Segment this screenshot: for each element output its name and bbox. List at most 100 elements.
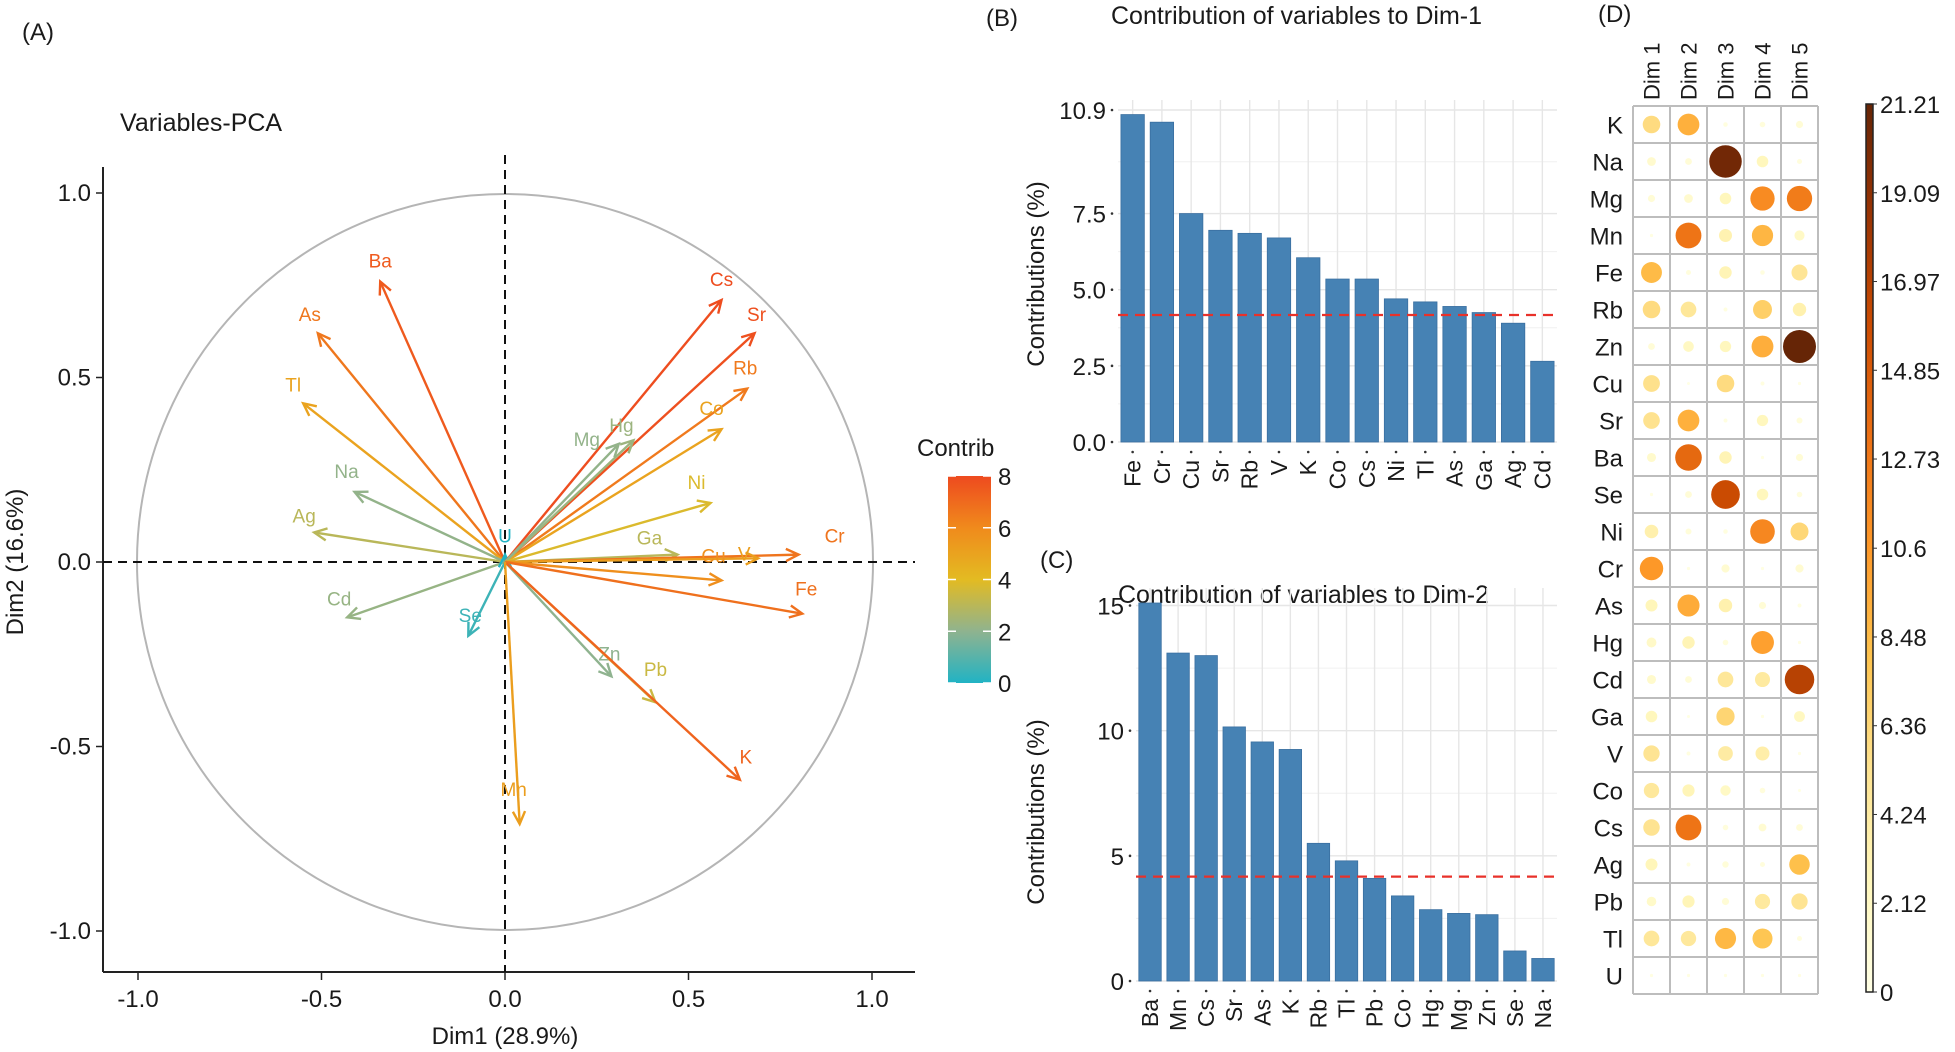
x-tick-label: Cs <box>1193 999 1219 1027</box>
variable-arrow-ag: Ag <box>293 506 506 564</box>
cell-circle-pb-dim4 <box>1754 893 1771 910</box>
cell-circle-pb-dim5 <box>1791 893 1808 910</box>
cell-circle-cr-dim2 <box>1686 566 1691 571</box>
cell-circle-k-dim2 <box>1677 113 1700 136</box>
cell-circle-pb-dim2 <box>1682 895 1695 908</box>
cell-circle-ag-dim1 <box>1645 858 1658 871</box>
variable-arrow-ni: Ni <box>504 473 714 564</box>
x-tick-label: Co <box>1390 999 1416 1028</box>
cell-circle-v-dim3 <box>1718 746 1733 761</box>
x-tick-mark <box>1176 989 1180 993</box>
variable-label: K <box>740 748 753 769</box>
x-tick-label: K <box>1295 459 1321 475</box>
y-tick-label: 1.0 <box>58 180 91 207</box>
variable-arrow-fe: Fe <box>504 560 817 619</box>
cell-circle-ga-dim2 <box>1687 715 1690 718</box>
cell-circle-as-dim3 <box>1718 598 1733 613</box>
arrow-head <box>788 604 805 619</box>
x-tick-mark <box>1317 989 1320 993</box>
x-tick-mark <box>1513 989 1517 993</box>
variable-label: Pb <box>644 660 667 681</box>
cell-circle-ba-dim1 <box>1646 452 1657 463</box>
y-tick-mark <box>1110 364 1114 368</box>
cell-circle-ga-dim4 <box>1760 714 1765 719</box>
legend-tick-label: 0 <box>998 671 1011 698</box>
x-tick-label: Tl <box>1334 999 1360 1018</box>
panel-c-label: (C) <box>1040 547 1073 574</box>
arrow-shaft <box>504 439 635 563</box>
x-tick-mark <box>1345 989 1348 993</box>
panel-a-legend: Contrib 0 2 4 6 8 <box>917 435 1011 698</box>
cell-circle-k-dim4 <box>1759 121 1766 128</box>
y-tick-label: 0 <box>1111 969 1124 996</box>
x-tick-label: Co <box>1325 460 1351 489</box>
cell-circle-hg-dim1 <box>1646 637 1657 648</box>
bar-tl <box>1413 301 1438 443</box>
x-tick-mark <box>1248 450 1251 454</box>
bar-sr <box>1222 726 1246 982</box>
cell-circle-sr-dim1 <box>1643 412 1660 429</box>
variable-arrow-tl: Tl <box>285 375 506 563</box>
cell-circle-zn-dim5 <box>1783 330 1816 363</box>
x-tick-label: Fe <box>1120 460 1146 487</box>
legend-tick-label: 4 <box>998 568 1011 595</box>
x-tick-mark <box>1541 989 1545 993</box>
row-label: Cs <box>1594 816 1623 843</box>
arrow-shaft <box>346 560 506 619</box>
x-tick-mark <box>1204 989 1208 993</box>
cell-circle-v-dim1 <box>1643 745 1660 762</box>
bar-ag <box>1500 322 1526 443</box>
arrow-shaft <box>379 281 507 563</box>
row-label: Cu <box>1592 372 1623 399</box>
bar-co <box>1391 895 1415 982</box>
cell-circle-zn-dim1 <box>1648 343 1655 350</box>
cell-circle-co-dim4 <box>1759 787 1766 794</box>
column-label: Dim 3 <box>1714 43 1739 100</box>
cell-circle-na-dim5 <box>1796 158 1803 165</box>
cell-circle-cs-dim4 <box>1758 823 1767 832</box>
variable-arrow-co: Co <box>504 399 724 564</box>
cell-circle-rb-dim4 <box>1753 300 1772 319</box>
x-tick-mark <box>1429 989 1432 993</box>
bar-cs <box>1194 655 1218 982</box>
x-tick-label: Cr <box>1149 460 1175 485</box>
y-tick-mark <box>1110 212 1114 215</box>
arrow-head <box>745 551 761 566</box>
x-tick-mark <box>1401 989 1404 993</box>
x-tick-mark <box>1277 450 1281 454</box>
legend-tick-label: 6 <box>998 516 1011 543</box>
arrow-shaft <box>504 560 722 582</box>
cell-circle-cr-dim1 <box>1639 556 1664 581</box>
cell-circle-fe-dim3 <box>1719 266 1732 279</box>
cell-circle-cu-dim5 <box>1797 381 1802 386</box>
cell-circle-co-dim3 <box>1720 785 1731 796</box>
cell-circle-mn-dim5 <box>1794 230 1805 241</box>
row-label: Na <box>1592 150 1623 177</box>
bar-fe <box>1120 114 1145 443</box>
cell-circle-hg-dim5 <box>1797 640 1802 645</box>
colorbar-tick-label: 6.36 <box>1880 714 1927 741</box>
row-label: V <box>1607 742 1623 769</box>
arrow-head <box>300 401 318 417</box>
arrow-head <box>696 499 714 514</box>
x-tick-label: Rb <box>1305 999 1331 1028</box>
panel-b-plot: 0.0 2.5 5.0 7.5 10.9 Fe Cr Cu Sr Rb V K Co Cs Ni Tl As Ga… <box>1059 98 1557 491</box>
cell-circle-co-dim5 <box>1798 789 1801 792</box>
variable-arrow-cs: Cs <box>504 270 733 563</box>
cell-circle-mn-dim1 <box>1649 233 1654 238</box>
x-tick-mark <box>1160 450 1164 454</box>
cell-circle-ni-dim2 <box>1685 528 1692 535</box>
cell-circle-co-dim2 <box>1682 784 1695 797</box>
variable-label: Hg <box>609 416 633 437</box>
y-tick-mark <box>1128 604 1132 607</box>
arrow-shaft <box>504 443 620 563</box>
cell-circle-mn-dim3 <box>1718 228 1733 243</box>
x-tick-mark <box>1453 450 1456 454</box>
row-label: Fe <box>1595 261 1623 288</box>
y-tick-mark <box>1110 108 1114 112</box>
panel-d-label: (D) <box>1598 1 1631 28</box>
row-label: Pb <box>1594 890 1623 917</box>
cell-circle-na-dim2 <box>1685 158 1692 165</box>
cell-circle-u-dim1 <box>1649 973 1654 978</box>
panel-a-y-axis-title: Dim2 (16.6%) <box>2 489 29 636</box>
